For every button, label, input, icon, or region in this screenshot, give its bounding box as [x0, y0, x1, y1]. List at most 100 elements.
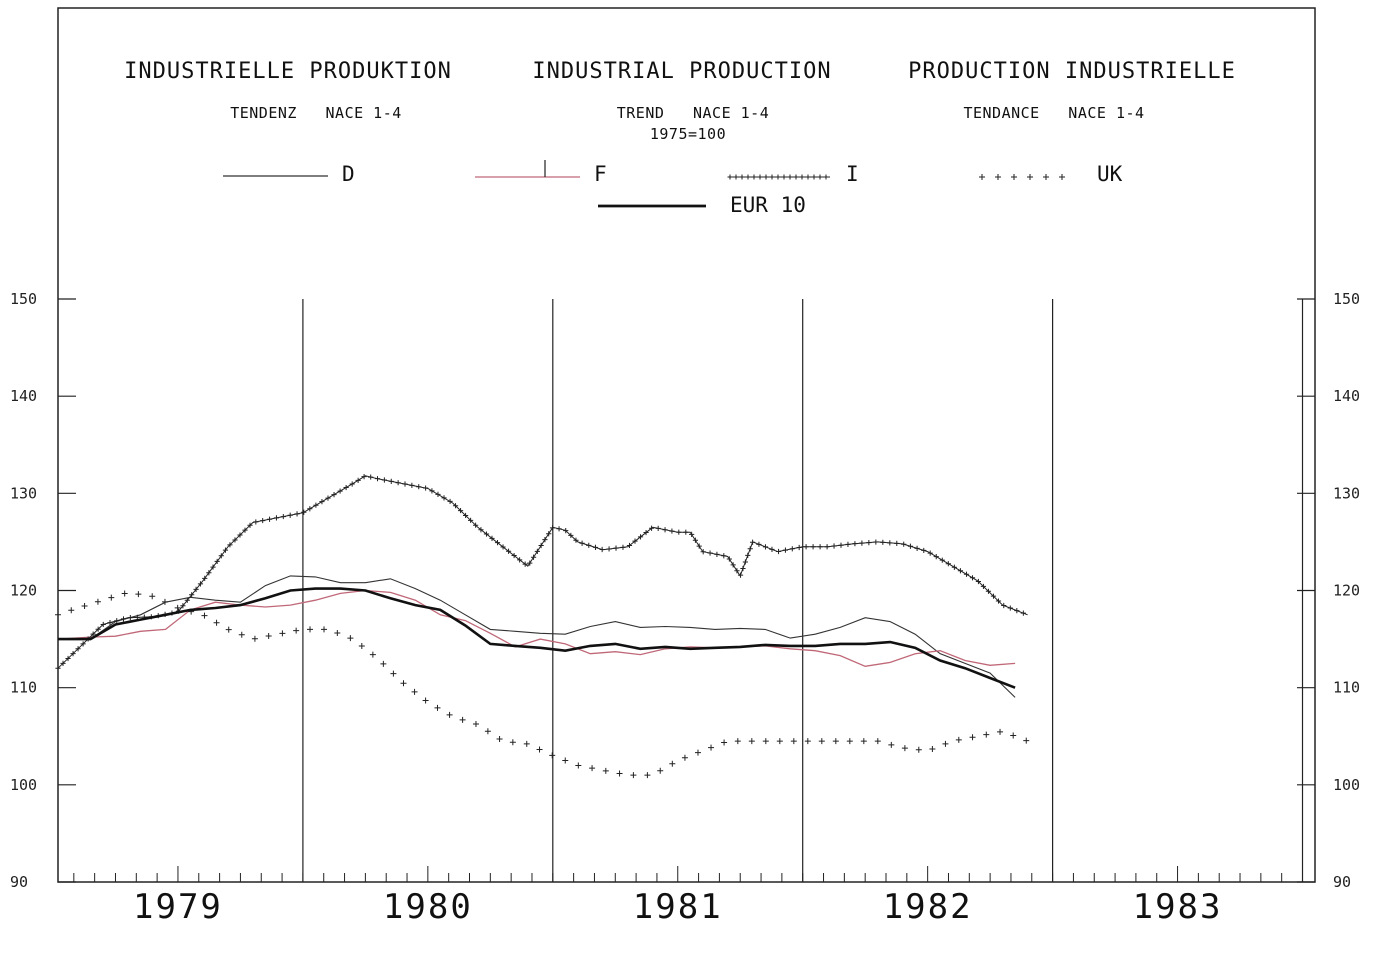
series-marker-i	[933, 554, 939, 560]
series-marker-i	[435, 491, 441, 497]
legend-swatch-i-marker	[739, 174, 745, 180]
series-marker-i	[796, 544, 802, 551]
series-marker-i	[696, 543, 702, 549]
series-marker-uk	[161, 598, 168, 605]
series-marker-i	[643, 529, 649, 536]
series-marker-i	[866, 540, 872, 546]
axes: 90 90 100 100 110 110 120 120 130 130 140 140 150 150…	[10, 290, 1360, 927]
series-marker-i	[887, 540, 893, 546]
series-marker-uk	[818, 738, 825, 745]
series-marker-i	[90, 631, 96, 637]
legend-swatch-i-marker	[775, 174, 781, 180]
series-marker-uk	[832, 738, 839, 745]
series-marker-i	[349, 481, 355, 487]
series-marker-i	[963, 571, 970, 577]
subtitle-en: TREND NACE 1-4	[617, 104, 770, 122]
series-marker-i	[210, 564, 216, 570]
series-marker-i	[214, 558, 220, 565]
series-marker-uk	[321, 626, 328, 633]
series-marker-i	[222, 547, 229, 553]
series-marker-uk	[762, 738, 769, 745]
series-marker-i	[620, 544, 626, 550]
series-marker-i	[1014, 607, 1020, 614]
y-tick-label-right: 100	[1333, 776, 1360, 794]
subtitle-fr: TENDANCE NACE 1-4	[963, 104, 1144, 122]
series-marker-i	[538, 542, 544, 549]
series-marker-i	[980, 583, 987, 590]
series-marker-uk	[562, 757, 569, 764]
x-year-label: 1979	[133, 887, 223, 927]
series-marker-uk	[472, 721, 479, 728]
series-marker-i	[721, 553, 727, 559]
legend-swatch-uk-marker	[1027, 174, 1033, 180]
series-marker-uk	[997, 728, 1004, 735]
series-marker-i	[441, 495, 447, 501]
series-marker-i	[361, 474, 367, 480]
series-marker-uk	[969, 734, 976, 741]
series-marker-uk	[708, 744, 715, 751]
legend-swatch-uk-marker	[1011, 174, 1017, 180]
series-marker-i	[894, 540, 900, 547]
series-marker-i	[586, 542, 592, 548]
series-marker-uk	[748, 738, 755, 745]
series-marker-i	[730, 562, 736, 568]
series-marker-i	[457, 507, 464, 514]
series-marker-uk	[536, 746, 543, 753]
series-marker-uk	[347, 635, 354, 642]
series-marker-i	[599, 546, 605, 553]
y-tick-label-right: 150	[1333, 290, 1360, 308]
series-marker-i	[921, 547, 927, 554]
series-marker-i	[313, 502, 319, 508]
series-marker-i	[100, 621, 106, 628]
series-marker-i	[995, 598, 1002, 604]
y-tick-label-left: 90	[10, 873, 28, 891]
series-marker-i	[180, 603, 186, 609]
series-marker-uk	[422, 697, 429, 704]
legend-swatch-uk	[979, 174, 1065, 180]
series-marker-uk	[616, 770, 623, 777]
series-marker-uk	[942, 740, 949, 747]
series-marker-i	[478, 527, 484, 533]
legend-swatch-i-marker	[763, 174, 769, 180]
y-tick-label-left: 150	[10, 290, 37, 308]
series-marker-i	[546, 531, 552, 537]
legend-swatch-i-marker	[799, 174, 805, 180]
series-marker-i	[325, 495, 331, 501]
series-line-d	[58, 575, 1016, 698]
series-marker-i	[247, 522, 253, 528]
series-marker-uk	[358, 643, 365, 650]
series-marker-i	[831, 543, 837, 549]
series-marker-uk	[734, 738, 741, 745]
series-marker-i	[381, 477, 387, 483]
legend-swatch-uk-marker	[1059, 174, 1065, 180]
series-marker-i	[901, 541, 907, 547]
series-marker-uk	[459, 716, 466, 723]
series-marker-i	[726, 556, 732, 562]
series-marker-i	[939, 557, 945, 563]
series-marker-i	[803, 544, 809, 550]
series-marker-i	[689, 531, 695, 537]
series-marker-uk	[790, 738, 797, 745]
series-marker-uk	[434, 704, 441, 711]
legend: D F I UK EUR 10	[223, 160, 1123, 217]
series-marker-i	[745, 552, 751, 558]
series-marker-uk	[484, 728, 491, 735]
series-marker-i	[563, 528, 569, 534]
legend-label-eur10: EUR 10	[730, 193, 806, 217]
series-marker-i	[592, 544, 599, 551]
series-marker-i	[838, 542, 844, 548]
series-marker-uk	[279, 630, 286, 637]
series-marker-i	[202, 575, 208, 581]
series-marker-i	[505, 548, 512, 554]
legend-swatch-i	[727, 174, 830, 180]
series-marker-uk	[55, 611, 61, 618]
series-marker-i	[845, 541, 851, 548]
series-marker-i	[237, 532, 243, 538]
legend-label-f: F	[594, 162, 607, 186]
series-marker-uk	[149, 593, 156, 600]
legend-swatch-uk-marker	[995, 174, 1001, 180]
legend-swatch-i-marker	[811, 174, 817, 180]
legend-swatch-i-marker	[823, 174, 829, 180]
series-marker-uk	[225, 626, 232, 633]
legend-swatch-i-marker	[745, 174, 751, 180]
